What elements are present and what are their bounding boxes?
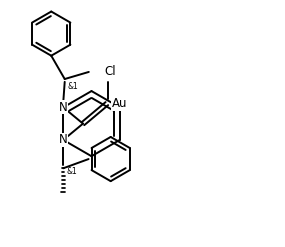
Text: N: N (59, 133, 68, 146)
Text: Cl: Cl (104, 65, 115, 78)
Text: &1: &1 (68, 82, 78, 91)
Text: Au: Au (112, 97, 127, 110)
Text: N: N (59, 101, 68, 114)
Text: &1: &1 (66, 167, 77, 176)
